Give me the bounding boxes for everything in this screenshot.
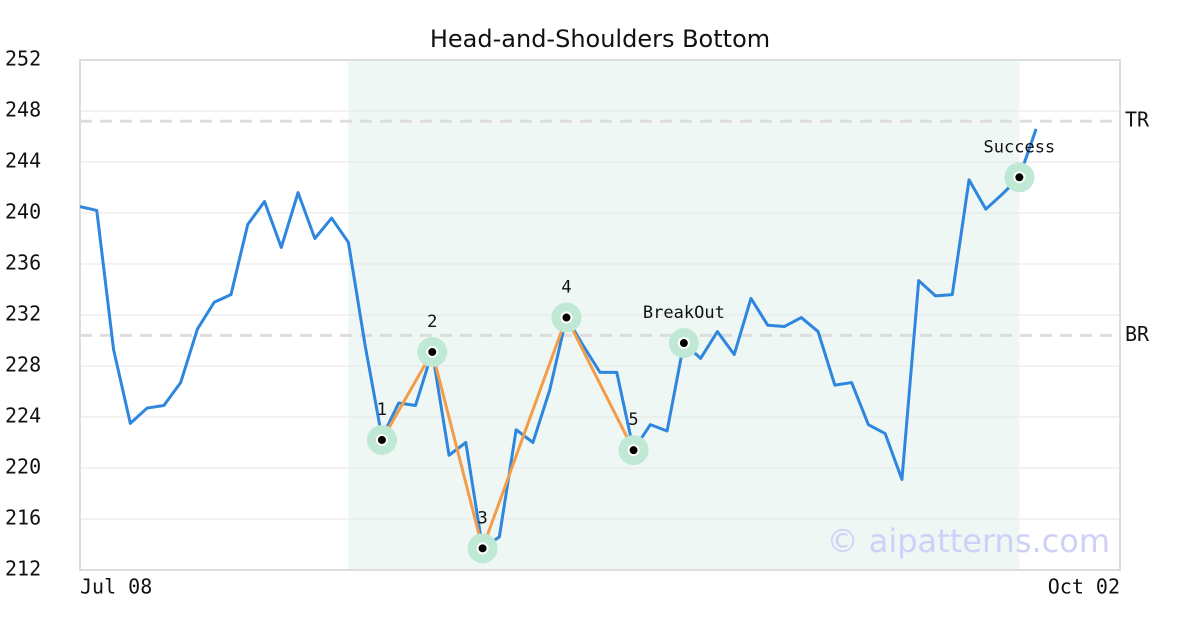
marker-label: 5: [628, 410, 638, 430]
y-tick-label: 232: [5, 302, 41, 326]
x-tick-label: Jul 08: [80, 575, 152, 599]
chart-title: Head-and-Shoulders Bottom: [430, 25, 770, 53]
y-tick-label: 244: [5, 149, 41, 173]
y-tick-label: 212: [5, 557, 41, 581]
price-line: [79, 128, 1038, 550]
y-tick-label: 224: [5, 404, 41, 428]
y-tick-label: 228: [5, 353, 41, 377]
y-tick-label: 240: [5, 200, 41, 224]
marker-label: Success: [984, 137, 1056, 157]
marker-dot: [375, 433, 388, 446]
marker-label: BreakOut: [643, 303, 725, 323]
level-label: TR: [1125, 108, 1150, 132]
y-tick-label: 248: [5, 98, 41, 122]
marker-dot: [560, 311, 573, 324]
level-label: BR: [1125, 322, 1150, 346]
watermark: © aipatterns.com: [827, 522, 1110, 560]
marker-dot: [1013, 171, 1026, 184]
marker-label: 1: [377, 400, 387, 420]
y-tick-label: 236: [5, 251, 41, 275]
marker-label: 4: [561, 278, 571, 298]
marker-dot: [677, 337, 690, 350]
plot-frame: [79, 59, 1121, 571]
y-tick-label: 220: [5, 455, 41, 479]
y-tick-label: 216: [5, 506, 41, 530]
x-tick-label: Oct 02: [1048, 575, 1120, 599]
marker-label: 2: [427, 312, 437, 332]
marker-label: 3: [477, 508, 487, 528]
marker-dot: [426, 345, 439, 358]
marker-dot: [476, 542, 489, 555]
marker-dot: [627, 444, 640, 457]
y-tick-label: 252: [5, 47, 41, 71]
